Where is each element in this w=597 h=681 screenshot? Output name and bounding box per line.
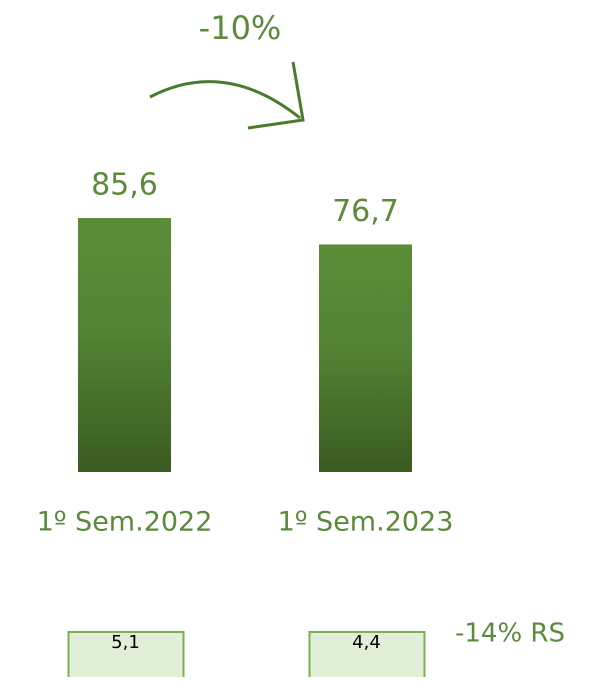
bar	[319, 244, 412, 472]
bar	[78, 218, 171, 472]
secondary-box	[67, 631, 185, 681]
x-tick-label: 1º Sem.2022	[37, 507, 213, 538]
value-label: 85,6	[91, 168, 158, 203]
secondary-box	[308, 631, 426, 681]
secondary-label: 5,1	[111, 632, 140, 653]
change-arrow	[149, 61, 305, 130]
secondary-label: 4,4	[352, 632, 381, 653]
value-label: 76,7	[332, 194, 399, 229]
change-annotation: -10%	[199, 9, 282, 47]
x-tick-label: 1º Sem.2023	[278, 507, 454, 538]
secondary-annotation: -14% RS	[455, 619, 565, 649]
